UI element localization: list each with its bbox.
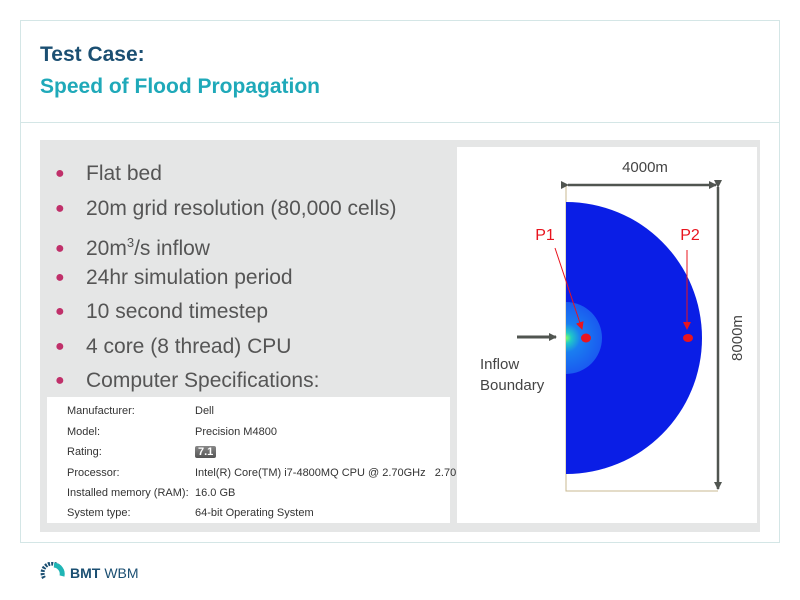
p1-pointer — [554, 247, 584, 330]
height-label: 8000m — [729, 315, 746, 361]
header-divider — [20, 122, 780, 123]
bullet-item: ● 20m3/s inflow — [55, 235, 210, 260]
p2-label: P2 — [680, 227, 700, 244]
flood-diagram: 4000m 8000m P1 P2 Inflow Boundary — [457, 147, 757, 523]
bmt-logo: BMT WBM — [40, 562, 139, 584]
rating-badge: 7.1 — [195, 446, 217, 458]
bullet-item: ● Computer Specifications: — [55, 369, 320, 392]
width-label: 4000m — [622, 159, 668, 176]
bullet-item: ● 10 second timestep — [55, 300, 269, 323]
bullet-item: ● 4 core (8 thread) CPU — [55, 334, 292, 358]
computer-specs: Manufacturer: Dell Model: Precision M4800 … — [47, 397, 481, 523]
slide-title: Test Case: — [40, 43, 145, 66]
logo-icon — [40, 562, 65, 580]
bullet-item: ● 24hr simulation period — [55, 265, 293, 289]
bullet-item: ● Flat bed — [55, 162, 162, 185]
inflow-label: Inflow — [480, 356, 519, 373]
point-p1 — [581, 333, 591, 343]
point-p2 — [683, 334, 693, 342]
slide-frame — [20, 20, 780, 543]
inflow-label-2: Boundary — [480, 377, 545, 394]
bullet-list: ● Flat bed ● 20m grid resolution (80,000 c… — [55, 157, 397, 399]
flood-extent — [566, 202, 702, 474]
p1-label: P1 — [535, 227, 555, 244]
bullet-item: ● 20m grid resolution (80,000 cells) — [55, 196, 397, 220]
slide-subtitle: Speed of Flood Propagation — [40, 75, 320, 98]
